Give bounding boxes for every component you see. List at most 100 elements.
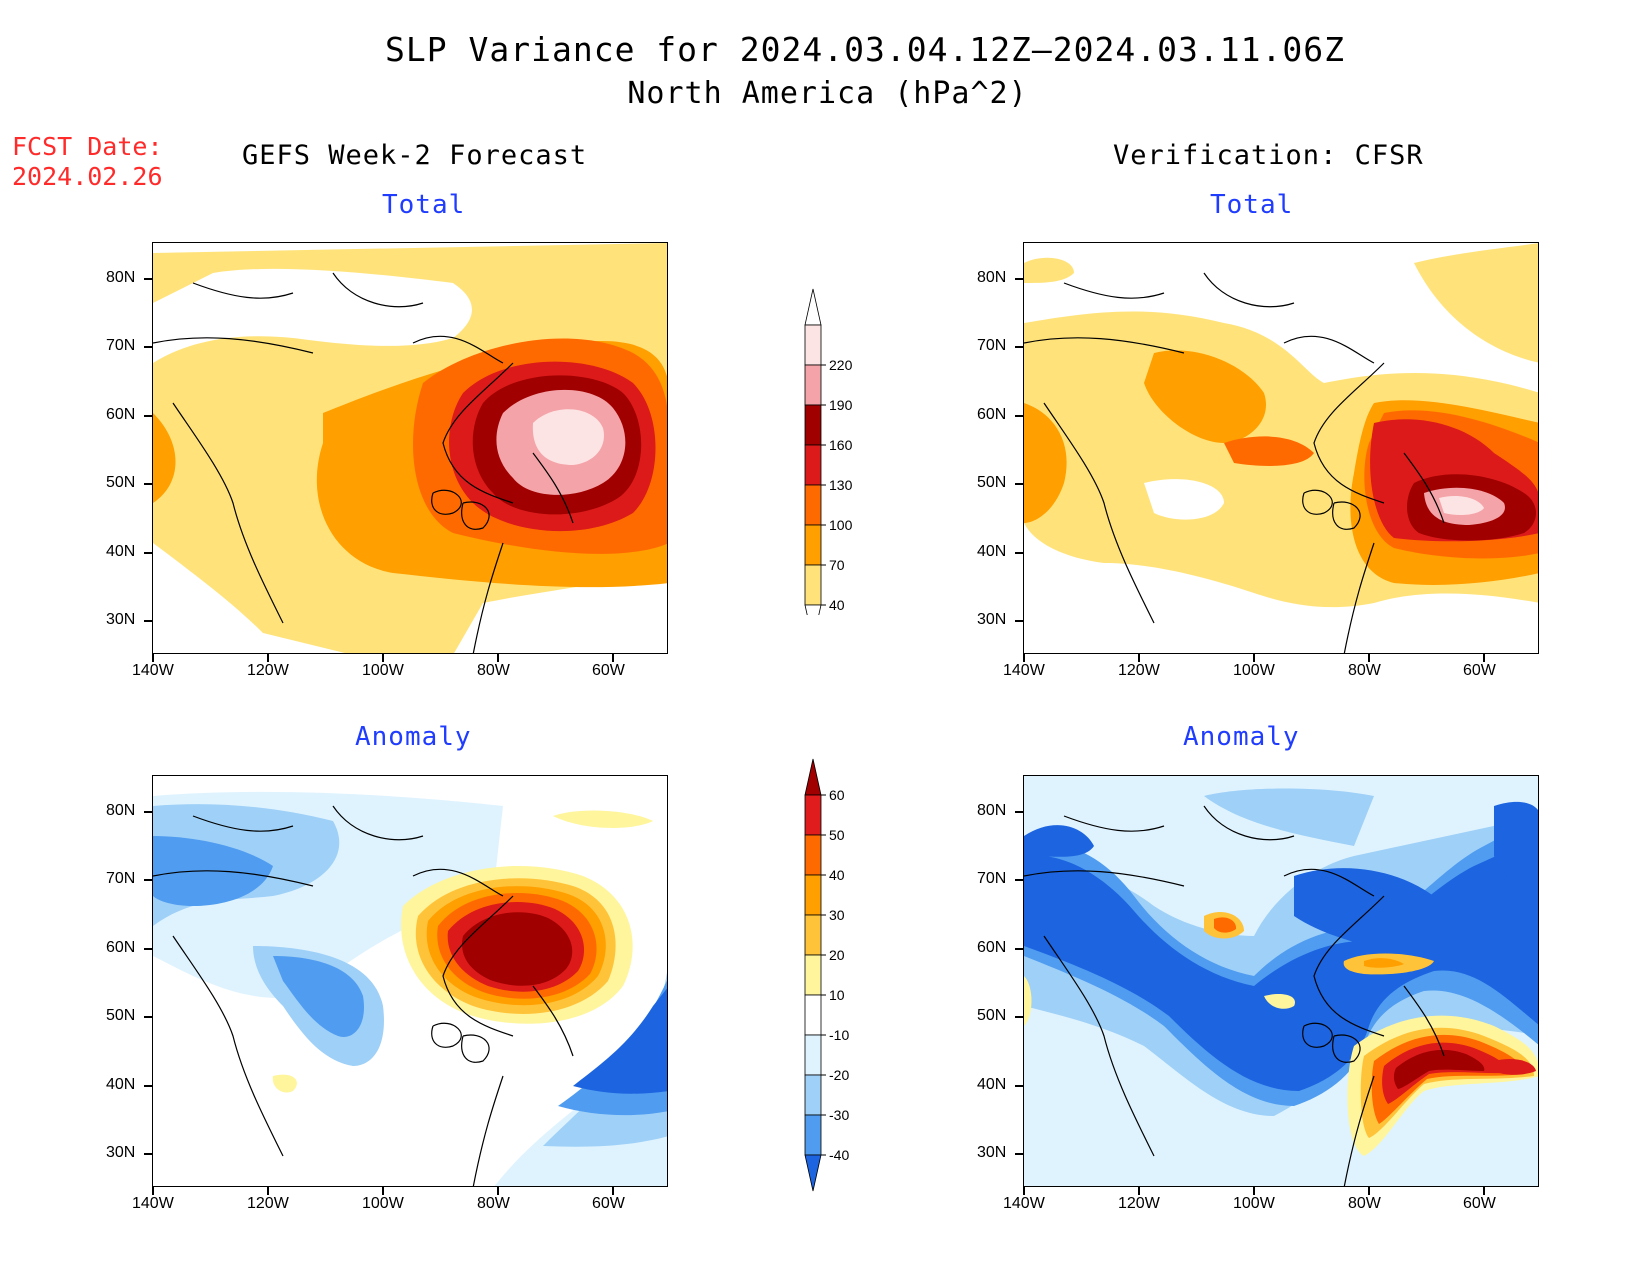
lon-tick-mark: [497, 654, 499, 662]
lat-tick-mark: [144, 1016, 152, 1018]
lat-tick-label: 70N: [106, 337, 136, 354]
left-column-title: GEFS Week-2 Forecast: [242, 140, 588, 171]
lon-tick-mark: [1483, 1187, 1485, 1195]
lat-tick-label: 60N: [106, 939, 136, 956]
lat-tick-mark: [1015, 346, 1023, 348]
lat-tick-mark: [144, 620, 152, 622]
colorbar-anomaly-box: [804, 1114, 822, 1156]
lat-tick-mark: [144, 346, 152, 348]
lat-tick-mark: [1015, 1016, 1023, 1018]
lon-tick-label: 120W: [1118, 1195, 1160, 1212]
lat-tick-mark: [144, 948, 152, 950]
lat-tick-label: 80N: [977, 802, 1007, 819]
lat-tick-label: 30N: [106, 1144, 136, 1161]
lat-tick-label: 60N: [977, 406, 1007, 423]
main-subtitle: North America (hPa^2): [627, 76, 1028, 111]
lat-tick-label: 80N: [106, 269, 136, 286]
lat-tick-label: 40N: [977, 543, 1007, 560]
lat-tick-label: 70N: [106, 870, 136, 887]
lat-tick-label: 30N: [106, 611, 136, 628]
lon-tick-label: 60W: [592, 1195, 625, 1212]
lon-tick-mark: [382, 1187, 384, 1195]
lon-tick-mark: [1253, 1187, 1255, 1195]
colorbar-total-top-triangle: [804, 288, 822, 326]
colorbar-anomaly-box: [804, 794, 822, 836]
lat-tick-label: 40N: [977, 1076, 1007, 1093]
lon-tick-label: 60W: [592, 662, 625, 679]
colorbar-anomaly-box: [804, 834, 822, 876]
colorbar-anomaly-box: [804, 994, 822, 1036]
map-panel-verif-anomaly: [1023, 775, 1539, 1187]
colorbar-anomaly-bottom-triangle: [804, 1154, 822, 1192]
colorbar-total-label: 40: [829, 597, 845, 613]
lat-tick-mark: [144, 278, 152, 280]
lon-tick-mark: [1368, 1187, 1370, 1195]
lat-tick-mark: [1015, 552, 1023, 554]
colorbar-anomaly-box: [804, 914, 822, 956]
map-panel-verif-total: [1023, 242, 1539, 654]
colorbar-anomaly-label: -40: [829, 1147, 849, 1163]
lat-tick-label: 60N: [977, 939, 1007, 956]
lon-tick-label: 100W: [362, 1195, 404, 1212]
colorbar-total-box: [804, 404, 822, 446]
lon-tick-label: 80W: [477, 662, 510, 679]
lat-tick-mark: [1015, 415, 1023, 417]
lat-tick-mark: [1015, 948, 1023, 950]
map-panel-fcst-anomaly: [152, 775, 668, 1187]
colorbar-anomaly-box: [804, 954, 822, 996]
lon-tick-label: 80W: [1348, 1195, 1381, 1212]
lon-tick-label: 80W: [1348, 662, 1381, 679]
lon-tick-label: 100W: [1233, 662, 1275, 679]
colorbar-total-label: 160: [829, 437, 853, 453]
lon-tick-label: 120W: [247, 1195, 289, 1212]
lon-tick-mark: [1253, 654, 1255, 662]
colorbar-anomaly-label: 50: [829, 827, 845, 843]
lon-tick-label: 140W: [132, 1195, 174, 1212]
colorbar-anomaly-label: 10: [829, 987, 845, 1003]
panel-subtitle-fcst-anomaly: Anomaly: [355, 722, 472, 752]
lon-tick-label: 60W: [1463, 662, 1496, 679]
colorbar-anomaly-label: -30: [829, 1107, 849, 1123]
lat-tick-label: 80N: [977, 269, 1007, 286]
colorbar-total-label: 130: [829, 477, 853, 493]
lon-tick-mark: [1023, 654, 1025, 662]
lon-tick-mark: [152, 1187, 154, 1195]
lat-tick-label: 50N: [106, 1007, 136, 1024]
lon-tick-mark: [1138, 1187, 1140, 1195]
colorbar-total-box: [804, 564, 822, 606]
lon-tick-label: 120W: [1118, 662, 1160, 679]
lat-tick-label: 40N: [106, 1076, 136, 1093]
lat-tick-label: 30N: [977, 1144, 1007, 1161]
colorbar-anomaly: 60 50 40 30 20 10 -10 -20 -30 -40: [804, 758, 849, 1192]
colorbar-anomaly-box: [804, 1034, 822, 1076]
colorbar-anomaly-label: 30: [829, 907, 845, 923]
lat-tick-mark: [1015, 879, 1023, 881]
colorbar-total-box: [804, 524, 822, 566]
colorbar-total-box: [804, 444, 822, 486]
right-column-title: Verification: CFSR: [1113, 140, 1424, 171]
lat-tick-label: 50N: [977, 474, 1007, 491]
colorbar-total-box: [804, 324, 822, 366]
lon-tick-label: 140W: [132, 662, 174, 679]
colorbar-anomaly-label: -20: [829, 1067, 849, 1083]
lat-tick-label: 30N: [977, 611, 1007, 628]
colorbar-total-label: 190: [829, 397, 853, 413]
colorbar-total-box: [804, 484, 822, 526]
lon-tick-label: 60W: [1463, 1195, 1496, 1212]
map-panel-fcst-total: [152, 242, 668, 654]
lat-tick-label: 50N: [106, 474, 136, 491]
lon-tick-label: 100W: [362, 662, 404, 679]
colorbar-anomaly-box: [804, 874, 822, 916]
lon-tick-mark: [267, 654, 269, 662]
panel-subtitle-fcst-total: Total: [382, 190, 466, 220]
lon-tick-label: 80W: [477, 1195, 510, 1212]
colorbar-total-bottom-triangle: [804, 604, 822, 615]
lat-tick-label: 50N: [977, 1007, 1007, 1024]
lat-tick-mark: [1015, 811, 1023, 813]
colorbar-total-label: 70: [829, 557, 845, 573]
lon-tick-label: 120W: [247, 662, 289, 679]
lat-tick-mark: [1015, 1153, 1023, 1155]
panel-subtitle-verif-total: Total: [1210, 190, 1294, 220]
lat-tick-mark: [144, 415, 152, 417]
colorbar-anomaly-top-triangle: [804, 758, 822, 796]
